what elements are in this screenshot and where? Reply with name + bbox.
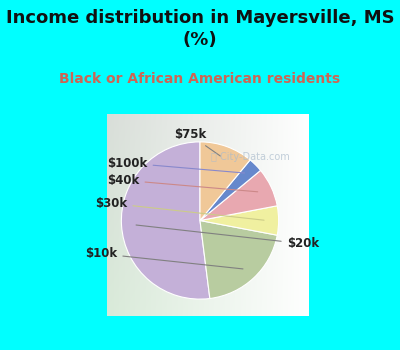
Wedge shape: [200, 170, 277, 220]
Wedge shape: [121, 142, 210, 299]
Wedge shape: [200, 160, 260, 220]
Text: $100k: $100k: [107, 156, 244, 173]
Text: $10k: $10k: [85, 247, 243, 269]
Text: 🔍 City-Data.com: 🔍 City-Data.com: [211, 153, 290, 162]
Text: $30k: $30k: [95, 197, 264, 220]
Text: Income distribution in Mayersville, MS
(%): Income distribution in Mayersville, MS (…: [6, 9, 394, 49]
Text: $40k: $40k: [107, 174, 258, 192]
Text: Black or African American residents: Black or African American residents: [60, 72, 340, 86]
Wedge shape: [200, 220, 277, 299]
Wedge shape: [200, 206, 279, 235]
Text: $75k: $75k: [174, 128, 220, 156]
Text: $20k: $20k: [136, 225, 319, 250]
Wedge shape: [200, 142, 250, 220]
